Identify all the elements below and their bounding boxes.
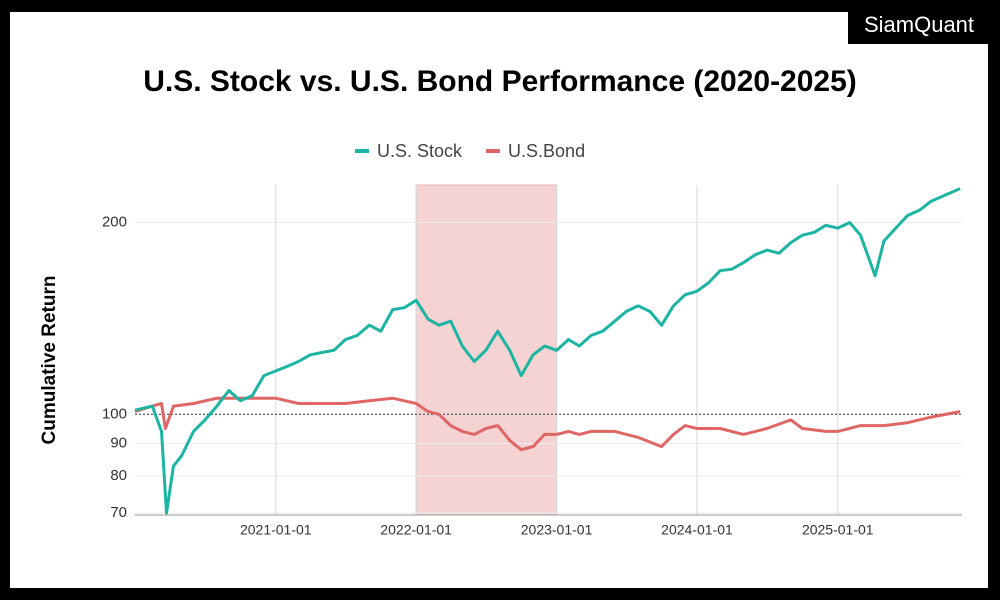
y-tick-label: 90 [110, 434, 127, 451]
x-tick-label: 2025-01-01 [802, 522, 874, 538]
data-line [134, 187, 961, 515]
chart-title: U.S. Stock vs. U.S. Bond Performance (20… [143, 65, 857, 98]
watermark: SiamQuant [864, 12, 974, 37]
y-tick-label: 100 [102, 405, 127, 422]
y-tick-label: 70 [110, 504, 127, 521]
x-tick-label: 2022-01-01 [380, 522, 452, 538]
y-tick-label: 80 [110, 467, 127, 484]
x-tick-label: 2021-01-01 [240, 522, 312, 538]
y-axis-label: Cumulative Return [39, 276, 60, 445]
y-tick-label: 200 [102, 213, 127, 230]
x-tick-label: 2023-01-01 [521, 522, 593, 538]
data-line [134, 396, 961, 452]
x-tick-label: 2024-01-01 [661, 522, 733, 538]
legend-label: U.S.Bond [508, 141, 585, 161]
legend-label: U.S. Stock [377, 141, 463, 161]
watermark-box [848, 6, 990, 44]
